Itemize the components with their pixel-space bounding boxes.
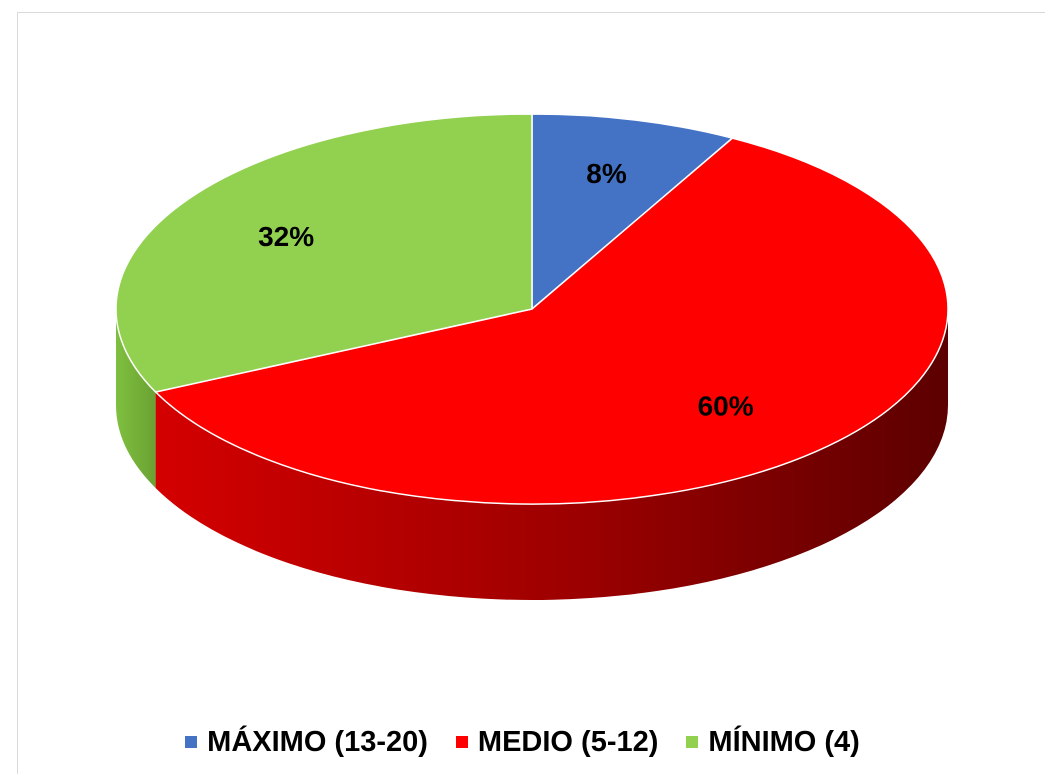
pie-side-minimo xyxy=(116,309,156,489)
legend-swatch-medio xyxy=(455,736,468,748)
legend-swatch-minimo xyxy=(686,736,699,748)
data-label-maximo: 8% xyxy=(586,158,627,189)
legend-item-medio: MEDIO (5-12) xyxy=(455,725,659,759)
legend-label-medio: MEDIO (5-12) xyxy=(477,725,659,758)
pie-slice-minimo xyxy=(115,113,533,393)
pie-chart: 8% 60% 32% xyxy=(115,113,949,601)
legend: MÁXIMO (13-20) MEDIO (5-12) MÍNIMO (4) xyxy=(0,722,1045,762)
data-label-medio: 60% xyxy=(698,391,754,422)
chart-area xyxy=(17,12,1045,774)
pie-slice-medio xyxy=(154,137,949,505)
data-label-minimo: 32% xyxy=(258,221,314,252)
legend-label-minimo: MÍNIMO (4) xyxy=(708,725,860,758)
legend-item-minimo: MÍNIMO (4) xyxy=(686,725,860,759)
legend-label-maximo: MÁXIMO (13-20) xyxy=(207,725,428,758)
pie-slice-maximo xyxy=(531,113,734,310)
legend-swatch-maximo xyxy=(185,736,198,748)
legend-item-maximo: MÁXIMO (13-20) xyxy=(185,726,428,759)
pie-side-medio xyxy=(155,309,949,601)
